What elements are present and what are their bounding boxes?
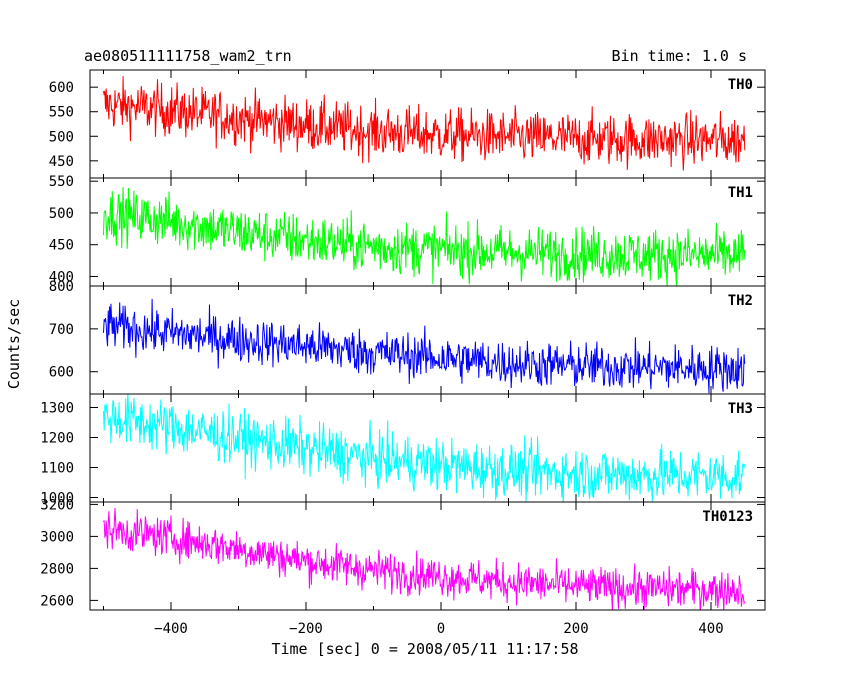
y-tick-label: 550 — [49, 174, 74, 190]
y-tick-label: 700 — [49, 322, 74, 338]
panel-label-th0: TH0 — [728, 77, 753, 93]
panel-th0: 450 500 550 600 TH0 — [49, 69, 766, 179]
bin-time-label: Bin time: 1.0 s — [612, 47, 747, 65]
x-tick-label: 400 — [698, 621, 723, 637]
y-tick-label: 1200 — [40, 431, 74, 447]
x-tick-label: −200 — [289, 621, 323, 637]
x-axis-label: Time [sec] 0 = 2008/05/11 11:17:58 — [271, 640, 578, 658]
series-th0123-line — [103, 507, 746, 610]
y-tick-label: 1300 — [40, 401, 74, 417]
y-tick-label: 2600 — [40, 593, 74, 609]
y-tick-label: 400 — [49, 269, 74, 285]
y-tick-label: 800 — [49, 279, 74, 295]
y-tick-label: 1000 — [40, 491, 74, 507]
panel-th2: 600 700 800 TH2 — [49, 279, 766, 395]
panels-group: 450 500 550 600 TH0 400 450 500 550 TH1 600 700 800 T… — [40, 69, 766, 611]
y-tick-label: 600 — [49, 80, 74, 96]
panel-th1: 400 450 500 550 TH1 — [49, 174, 766, 287]
x-axis: −400 −200 0 200 400 — [154, 621, 724, 637]
series-th0-line — [103, 76, 746, 171]
y-tick-label: 1100 — [40, 461, 74, 477]
y-tick-label: 500 — [49, 129, 74, 145]
y-tick-label: 550 — [49, 105, 74, 121]
y-tick-label: 450 — [49, 154, 74, 170]
series-th1-line — [103, 187, 746, 286]
panel-th3: 1000 1100 1200 1300 TH3 — [40, 393, 766, 507]
chart-title: ae080511111758_wam2_trn — [84, 47, 292, 65]
panel-frame — [89, 501, 766, 611]
y-tick-label: 3200 — [40, 497, 74, 513]
y-tick-label: 3000 — [40, 529, 74, 545]
x-tick-label: −400 — [154, 621, 188, 637]
series-th2-line — [103, 298, 746, 394]
panel-th0123: 2600 2800 3000 3200 TH0123 — [40, 497, 766, 611]
x-tick-label: 0 — [437, 621, 445, 637]
y-axis-label: Counts/sec — [5, 299, 23, 389]
x-tick-label: 200 — [563, 621, 588, 637]
series-th3-line — [103, 394, 746, 502]
y-tick-label: 500 — [49, 206, 74, 222]
y-tick-label: 450 — [49, 238, 74, 254]
y-tick-label: 600 — [49, 365, 74, 381]
panel-frame — [89, 177, 766, 287]
panel-label-th2: TH2 — [728, 293, 753, 309]
y-tick-label: 2800 — [40, 561, 74, 577]
panel-label-th0123: TH0123 — [702, 509, 753, 525]
panel-label-th1: TH1 — [728, 185, 753, 201]
panel-label-th3: TH3 — [728, 401, 753, 417]
